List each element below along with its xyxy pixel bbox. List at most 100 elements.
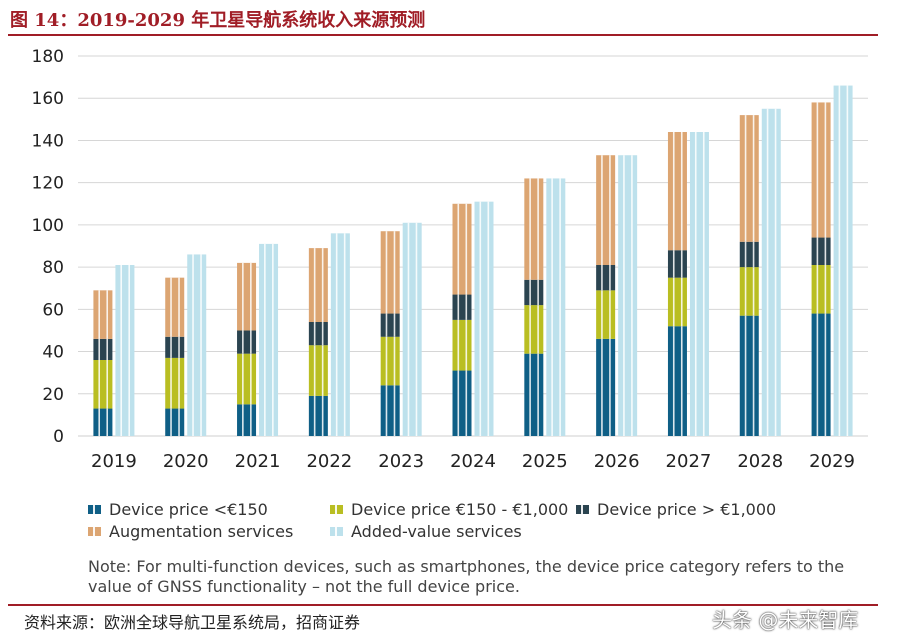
legend-item-augmentation: Augmentation services [88,522,293,541]
bar-stripe [479,201,482,436]
bar-stripe [250,353,252,405]
bar-stripe [393,313,396,337]
bar-stripe [272,243,274,436]
x-tick-label: 2023 [378,451,424,472]
bar-segment [93,290,113,339]
legend-item-device-low: Device price <€150 [88,500,268,519]
bar-stripe [601,155,603,265]
bar-stripe [250,330,252,354]
bar-stripe [98,408,101,436]
bar-segment [308,248,328,322]
bar-stripe [264,243,266,436]
bar-stripe [744,241,747,268]
bar-stripe [393,231,396,314]
bar-stripe [321,248,324,322]
bar-segment [739,315,759,436]
bar-stripe [465,319,468,371]
bar-stripe [680,132,683,251]
bar-segment [380,336,400,386]
bar-stripe [170,408,172,436]
bar-stripe [393,336,396,386]
bar-stripe [250,262,252,331]
bar-segment [165,277,185,337]
bar-stripe [846,85,849,437]
bar-segment [739,241,759,268]
footer-divider [8,604,878,606]
bar-stripe [680,326,683,436]
y-tick-label: 80 [42,258,64,278]
bar-stripe [457,294,460,320]
bar-added-value [546,178,566,436]
y-tick-label: 180 [32,47,64,67]
bar-segment [667,132,687,251]
revenue-bar-chart: 0 20 40 60 80 100 120 140 160 180 2019 2020 2021 2022… [32,47,868,472]
bar-stripe [120,265,123,436]
source-citation: 资料来源：欧洲全球导航卫星系统局，招商证券 [24,613,361,632]
x-tick-label: 2020 [163,451,209,472]
bar-added-value [761,108,781,437]
x-tick-label: 2029 [809,451,855,472]
bar-segment [811,237,831,265]
chart-note: Note: For multi-function devices, such a… [88,557,845,596]
bar-stripe [559,178,561,436]
bar-segment [667,326,687,436]
bar-stripe [631,155,633,436]
bar-stripe [242,353,244,405]
bar-stripe [694,132,697,436]
bar-stripe [672,250,675,278]
legend-label: Device price <€150 [109,500,268,519]
bar-segment [237,330,257,354]
bar-stripe [385,385,388,436]
bar-segment [524,353,544,436]
y-tick-label: 40 [42,343,64,363]
bar-stripe [242,262,244,331]
bar-stripe [537,178,539,280]
bar-stripe [623,155,625,436]
bar-segment [667,277,687,327]
bar-stripe [824,313,827,436]
bar-stripe [313,322,316,346]
bar-segment [237,353,257,405]
bar-segment [596,290,616,339]
bar-stripe [178,336,180,358]
bar-stripe [702,132,705,436]
bar-segment [524,279,544,306]
bar-stripe [98,360,101,409]
bar-added-value [689,132,709,436]
bar-stripe [457,203,460,295]
bar-stripe [766,108,769,437]
bar-stripe [537,353,539,436]
bar-stripe [752,241,755,268]
bar-stripe [335,233,338,436]
bar-stripe [601,338,603,436]
bar-added-value [402,222,422,436]
bar-stripe [744,115,747,242]
figure-title: 图 14：2019-2029 年卫星导航系统收入来源预测 [10,10,426,31]
bar-segment [165,357,185,409]
bar-stripe [609,338,611,436]
bar-stripe [200,254,202,436]
x-tick-label: 2019 [91,451,137,472]
bar-stripe [407,222,410,436]
bar-stripe [774,108,777,437]
bar-stripe [609,155,611,265]
legend-label: Device price > €1,000 [597,500,777,519]
bar-stripe [680,250,683,278]
bar-stripe [824,265,827,314]
bar-stripe [824,102,827,238]
bar-segment [524,178,544,280]
legend-item-added-value: Added-value services [330,522,522,541]
bar-stripe [313,395,316,436]
bar-stripe [343,233,346,436]
bar-segment [165,336,185,358]
x-tick-label: 2026 [594,451,640,472]
bar-stripe [321,395,324,436]
bar-stripe [321,322,324,346]
bar-stripe [98,338,101,360]
bar-stripe [537,305,539,354]
bar-stripe [465,294,468,320]
bar-segment [308,345,328,396]
bar-stripe [178,277,180,337]
bar-stripe [752,267,755,316]
bar-stripe [242,330,244,354]
